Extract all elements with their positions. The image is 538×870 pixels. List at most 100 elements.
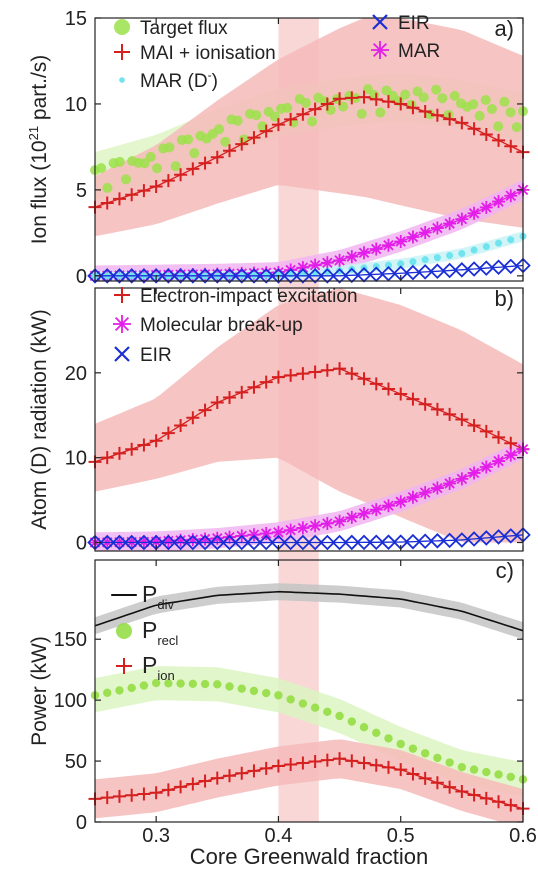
marker-target-flux [307, 116, 318, 127]
legend-marker [371, 41, 389, 59]
legend-label: MAR [398, 41, 440, 62]
marker-target-flux [170, 161, 181, 172]
legend-marker [114, 44, 130, 60]
x-tick-label: 0.5 [387, 825, 415, 847]
marker-target-flux [189, 148, 200, 159]
marker-eir [295, 268, 311, 284]
marker-molecular-break-up [492, 454, 506, 468]
marker-eir [282, 534, 299, 551]
marker-mar-d- [482, 243, 490, 251]
marker-electron-impact-excitation [161, 426, 175, 440]
marker-target-flux [505, 107, 516, 118]
marker-target-flux [486, 103, 497, 114]
marker-p-recl [298, 699, 308, 708]
marker-mar-d- [458, 249, 466, 257]
marker-molecular-break-up [174, 533, 188, 547]
legend-1: Electron-impact excitation Molecular brea… [113, 286, 358, 366]
marker-mai-ionisation [284, 112, 298, 126]
marker-mar [394, 234, 408, 248]
marker-target-flux [362, 84, 373, 95]
marker-target-flux [437, 93, 448, 104]
marker-eir [172, 534, 189, 551]
marker-p-recl [310, 703, 320, 712]
marker-p-ion [492, 795, 506, 809]
panel-b-tag: b) [494, 286, 514, 311]
marker-eir [209, 268, 226, 284]
legend-label-main: MAR (D [140, 71, 208, 92]
marker-eir [502, 528, 519, 544]
marker-target-flux [511, 122, 522, 133]
marker-mar-d- [433, 254, 441, 262]
marker-p-recl [139, 681, 149, 690]
legend-label-main: MAI + ionisation [140, 43, 276, 64]
marker-electron-impact-excitation [247, 380, 261, 394]
marker-eir [197, 268, 213, 284]
marker-mar [308, 258, 322, 272]
marker-electron-impact-excitation [100, 451, 114, 465]
marker-electron-impact-excitation [235, 385, 249, 399]
marker-target-flux [375, 107, 386, 118]
marker-electron-impact-excitation [296, 367, 310, 381]
marker-p-recl [433, 753, 442, 763]
marker-target-flux [474, 110, 485, 121]
marker-eir [246, 268, 262, 284]
marker-electron-impact-excitation [357, 372, 371, 386]
marker-eir [331, 268, 348, 284]
marker-electron-impact-excitation [112, 446, 126, 460]
marker-eir [417, 533, 433, 550]
legend-label-main: EIR [398, 13, 430, 34]
marker-electron-impact-excitation [492, 430, 506, 444]
marker-target-flux [152, 163, 163, 174]
marker-mar [467, 206, 481, 220]
legend-label: Electron-impact excitation [140, 286, 358, 307]
marker-eir [344, 534, 360, 551]
marker-electron-impact-excitation [369, 377, 383, 391]
x-tick-label: 0.4 [265, 825, 293, 847]
x-axis: Core Greenwald fraction 0.3 0.4 0.5 0.6 [142, 825, 537, 869]
marker-eir [246, 534, 262, 551]
y-tick-label: 150 [54, 629, 87, 651]
legend-label-main: P [142, 581, 157, 607]
marker-target-flux [121, 174, 132, 185]
legend-label: Molecular break-up [140, 315, 303, 336]
y-tick-label: 5 [76, 180, 87, 202]
marker-p-ion [223, 769, 237, 783]
marker-p-recl [396, 739, 405, 749]
marker-electron-impact-excitation [198, 403, 212, 417]
marker-target-flux [257, 121, 268, 132]
marker-eir [87, 268, 103, 284]
marker-eir [99, 268, 116, 284]
y-tick-label: 20 [65, 363, 87, 385]
x-axis-label: Core Greenwald fraction [190, 844, 428, 869]
marker-electron-impact-excitation [467, 418, 481, 432]
legend-label: EIR [398, 13, 430, 34]
marker-p-ion [100, 791, 114, 805]
marker-mai-ionisation [504, 139, 518, 153]
marker-target-flux [418, 92, 429, 103]
marker-target-flux [145, 151, 156, 162]
marker-p-recl [482, 767, 491, 777]
marker-mai-ionisation [210, 150, 224, 164]
panel-b: b) 0 10 20 Atom (D) radiation (kW) Electron-… [28, 286, 531, 555]
panel-c-tag: c) [496, 558, 514, 583]
marker-eir [160, 534, 177, 551]
marker-eir [454, 532, 470, 548]
y-tick-label: 10 [65, 448, 87, 470]
marker-eir [221, 534, 238, 551]
marker-target-flux [400, 89, 411, 100]
marker-p-recl [494, 770, 503, 779]
legend-label: Pion [142, 652, 175, 683]
marker-electron-impact-excitation [186, 411, 200, 425]
marker-mar-d- [507, 236, 515, 244]
legend-marker [116, 623, 132, 639]
band-electron-impact-excitation [95, 288, 523, 543]
marker-mai-ionisation [357, 90, 371, 104]
x-tick-label: 0.6 [509, 825, 537, 847]
marker-eir [233, 268, 250, 284]
marker-mar [320, 256, 334, 270]
legend-label: MAI + ionisation [140, 43, 276, 64]
marker-mar-d- [384, 261, 392, 269]
marker-p-recl [506, 772, 515, 782]
y-axis-label-part: part./s) [28, 55, 51, 126]
marker-eir [331, 534, 348, 551]
